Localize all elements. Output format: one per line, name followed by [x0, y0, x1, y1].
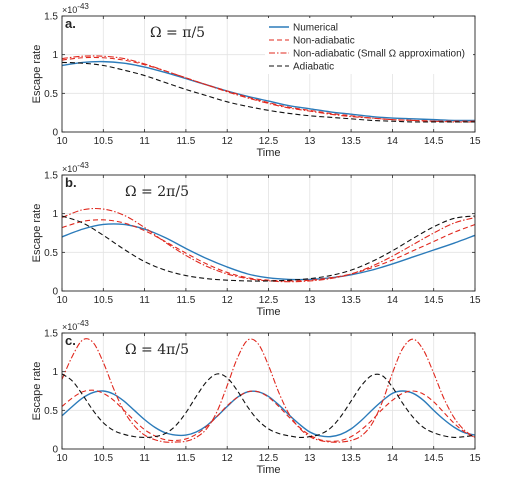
y-multiplier: ×10-43: [62, 161, 89, 174]
x-tick-label: 14: [387, 295, 399, 306]
x-tick-label: 11: [139, 453, 150, 464]
series-line-adiabatic: [62, 61, 475, 123]
series-group: [62, 55, 475, 123]
x-tick-label: 15: [469, 136, 481, 147]
x-tick-label: 11: [139, 136, 150, 147]
x-tick-label: 10.5: [94, 136, 114, 147]
series-line-non-adiabatic: [62, 219, 475, 282]
x-axis-label: Time: [256, 306, 280, 318]
y-multiplier-exponent: -43: [77, 161, 89, 170]
x-tick-label: 11.5: [177, 453, 196, 464]
series-line-numerical: [62, 60, 475, 122]
x-tick-label: 13.5: [341, 295, 361, 306]
x-tick-label: 13.5: [341, 453, 361, 464]
x-tick-label: 14.5: [424, 295, 444, 306]
y-axis-label: Escape rate: [31, 45, 43, 104]
omega-annotation: Ω = 2π/5: [125, 184, 189, 200]
x-tick-label: 13: [304, 295, 316, 306]
panel-label: c.: [65, 333, 76, 348]
x-tick-label: 14: [387, 136, 399, 147]
y-multiplier-base: ×10: [62, 5, 77, 15]
y-tick-label: 0.5: [44, 406, 58, 417]
y-tick-label: 1.5: [44, 12, 58, 23]
y-tick-label: 1: [52, 367, 58, 378]
y-axis-label: Escape rate: [31, 362, 43, 421]
x-tick-label: 10.5: [94, 295, 114, 306]
x-tick-label: 11.5: [177, 136, 196, 147]
series-group: [62, 207, 475, 283]
x-tick-label: 15: [469, 295, 481, 306]
omega-annotation: Ω = π/5: [150, 25, 205, 41]
x-tick-label: 10: [56, 453, 68, 464]
panel-label: b.: [65, 175, 77, 190]
legend-entry: Non-adiabatic: [293, 36, 355, 47]
y-tick-label: 1.5: [44, 171, 58, 182]
y-tick-label: 1: [52, 209, 58, 220]
legend-entry: Adiabatic: [293, 62, 334, 73]
panel-2: 10 10.5 11 11.5 12 12.5 13 13.5 14 14.5 1500.511.5…: [31, 161, 481, 318]
y-tick-label: 1.5: [44, 329, 58, 340]
x-axis-label: Time: [256, 147, 280, 159]
x-tick-label: 10.5: [94, 453, 114, 464]
series-line-non-adiabatic-small-approximation: [62, 338, 475, 443]
x-tick-label: 13: [304, 453, 316, 464]
series-line-numerical: [62, 390, 475, 438]
x-tick-label: 12.5: [259, 453, 279, 464]
x-tick-label: 13: [304, 136, 316, 147]
legend-entry: Non-adiabatic (Small Ω approximation): [293, 49, 465, 60]
series-line-numerical: [62, 223, 475, 281]
series-line-non-adiabatic: [62, 389, 475, 442]
x-tick-label: 12.5: [259, 295, 279, 306]
series-line-non-adiabatic-small-approximation: [62, 55, 475, 123]
y-multiplier: ×10-43: [62, 319, 89, 332]
y-axis-label: Escape rate: [31, 204, 43, 263]
legend: Numerical Non-adiabatic Non-adiabatic (Sma…: [265, 18, 473, 74]
x-tick-label: 14.5: [424, 136, 444, 147]
x-tick-label: 15: [469, 453, 481, 464]
y-tick-label: 0: [52, 445, 58, 456]
y-multiplier-base: ×10: [62, 322, 77, 332]
x-axis-label: Time: [256, 464, 280, 476]
series-line-non-adiabatic-small-approximation: [62, 207, 475, 283]
x-tick-label: 10: [56, 136, 68, 147]
legend-entry: Numerical: [293, 23, 338, 34]
x-tick-label: 12: [222, 453, 234, 464]
x-tick-label: 11.5: [177, 295, 196, 306]
series-line-adiabatic: [62, 373, 475, 438]
y-tick-label: 1: [52, 50, 58, 61]
y-multiplier-base: ×10: [62, 164, 77, 174]
x-tick-label: 12: [222, 136, 234, 147]
panel-1: 10 10.5 11 11.5 12 12.5 13 13.5 14 14.5 1500.511.5…: [31, 2, 481, 159]
y-tick-label: 0.5: [44, 248, 58, 259]
x-tick-label: 14: [387, 453, 399, 464]
x-tick-label: 11: [139, 295, 150, 306]
legend-box: [265, 18, 473, 74]
y-multiplier-exponent: -43: [77, 2, 89, 11]
y-multiplier-exponent: -43: [77, 319, 89, 328]
x-tick-label: 10: [56, 295, 68, 306]
x-tick-label: 13.5: [341, 136, 361, 147]
panel-label: a.: [65, 16, 76, 31]
panel-3: 10 10.5 11 11.5 12 12.5 13 13.5 14 14.5 1500.511.5…: [31, 319, 481, 476]
y-tick-label: 0.5: [44, 89, 58, 100]
y-tick-label: 0: [52, 128, 58, 139]
panels: 10 10.5 11 11.5 12 12.5 13 13.5 14 14.5 1500.511.5…: [31, 2, 481, 476]
x-tick-label: 14.5: [424, 453, 444, 464]
series-group: [62, 338, 475, 443]
y-tick-label: 0: [52, 287, 58, 298]
x-tick-label: 12.5: [259, 136, 279, 147]
x-tick-label: 12: [222, 295, 234, 306]
omega-annotation: Ω = 4π/5: [125, 342, 189, 358]
y-multiplier: ×10-43: [62, 2, 89, 15]
